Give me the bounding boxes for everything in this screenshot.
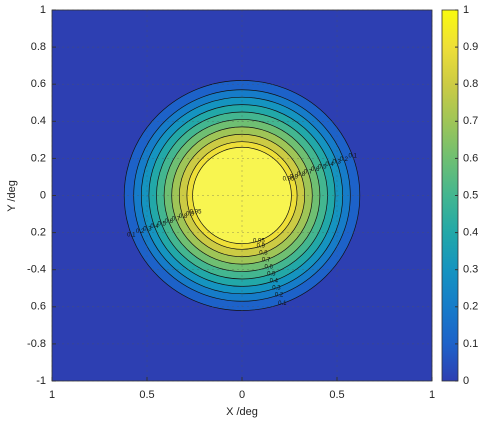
y-tick-label: -0.8 xyxy=(27,338,46,350)
contour-label: 0.8 xyxy=(297,172,306,178)
colorbar-tick-label: 0.9 xyxy=(463,41,478,53)
y-axis-label: Y /deg xyxy=(6,180,18,212)
y-tick-label: 0.6 xyxy=(31,301,46,313)
contour-label: 0.1 xyxy=(127,232,136,238)
contour-label: 0.8 xyxy=(179,214,188,220)
contour-label: 0.9 xyxy=(186,211,195,217)
x-tick-label: 0.5 xyxy=(329,389,344,401)
contour-label: 0.3 xyxy=(272,285,281,291)
y-tick-label: 0.2 xyxy=(31,152,46,164)
contour-label: 0.5 xyxy=(157,222,166,228)
contour-label: 0.1 xyxy=(349,154,358,160)
contour-label: 0.7 xyxy=(262,258,271,264)
contour-label: 0.4 xyxy=(270,278,279,284)
contour-label: 0.8 xyxy=(259,251,268,257)
contour-group: 0.10.10.10.20.20.20.30.30.30.40.40.40.50… xyxy=(123,80,361,311)
colorbar-tick-label: 0.4 xyxy=(463,227,478,239)
contour-label: 0.3 xyxy=(143,227,152,233)
y-tick-label: 1 xyxy=(40,4,46,16)
contour-label: 0.6 xyxy=(264,265,273,271)
y-tick-label: 0.2 xyxy=(31,227,46,239)
contour-label: 0.4 xyxy=(150,224,159,230)
contour-label: 0.7 xyxy=(304,170,313,176)
colorbar-tick-label: 0.7 xyxy=(463,115,478,127)
contour-label: 0.5 xyxy=(318,165,327,171)
colorbar-tick-label: 0.3 xyxy=(463,264,478,276)
x-tick-label: 1 xyxy=(49,389,55,401)
y-tick-label: 0.4 xyxy=(31,115,46,127)
x-tick-label: 0.5 xyxy=(139,389,154,401)
contour-label: 0.9 xyxy=(257,244,266,250)
contour-label: 0.2 xyxy=(136,229,145,235)
y-tick-label: -1 xyxy=(36,375,46,387)
contour-label: 0.95 xyxy=(253,238,265,244)
contour-label: 0.95 xyxy=(190,210,202,216)
contour-label: 0.9 xyxy=(290,175,299,181)
x-axis-label: X /deg xyxy=(226,406,258,418)
y-tick-label: 0.8 xyxy=(31,41,46,53)
contour-label: 0.7 xyxy=(172,217,181,223)
contour-label: 0.6 xyxy=(165,219,174,225)
colorbar-tick-label: 0.6 xyxy=(463,152,478,164)
contour-label: 0.2 xyxy=(340,157,349,163)
colorbar-tick-label: 0.5 xyxy=(463,189,478,201)
contour-label: 0.5 xyxy=(267,272,276,278)
colorbar-tick-label: 0 xyxy=(463,375,469,387)
contour-label: 0.95 xyxy=(283,177,295,183)
contour-label: 0.6 xyxy=(311,167,320,173)
colorbar-tick-label: 0.2 xyxy=(463,301,478,313)
contour-label: 0.3 xyxy=(332,159,341,165)
y-tick-label: 0.6 xyxy=(31,78,46,90)
y-tick-label: -0.4 xyxy=(27,264,46,276)
colorbar-tick-label: 0.8 xyxy=(463,78,478,90)
colorbar-tick-label: 1 xyxy=(463,4,469,16)
contour-label: 0.4 xyxy=(325,162,334,168)
colorbar-tick-label: 0.1 xyxy=(463,338,478,350)
y-tick-label: 0 xyxy=(40,189,46,201)
contour-label: 0.1 xyxy=(278,301,287,307)
contour-label: 0.2 xyxy=(275,292,284,298)
x-tick-label: 1 xyxy=(429,389,435,401)
x-tick-label: 0 xyxy=(239,389,245,401)
